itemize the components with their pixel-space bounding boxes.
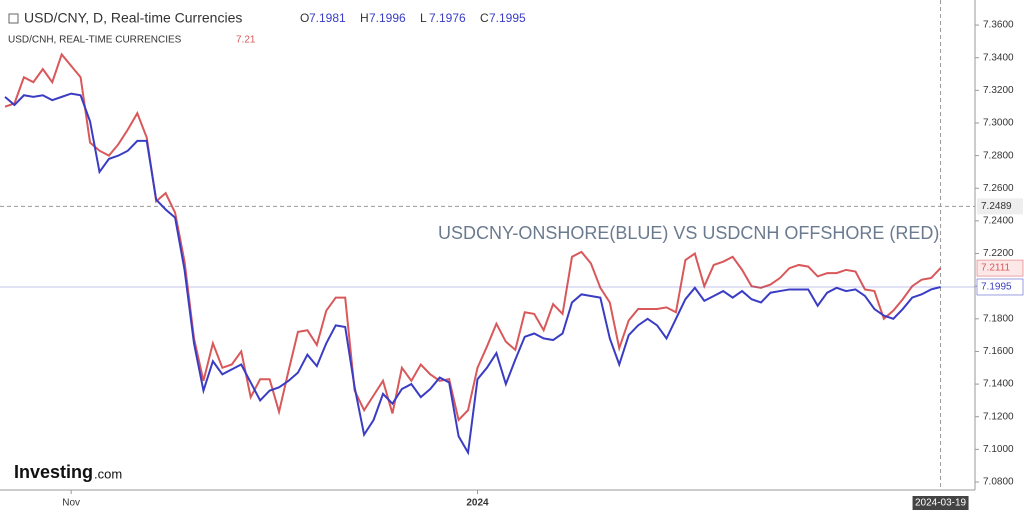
x-tick-label: Nov xyxy=(62,498,80,509)
y-tick-label: 7.2600 xyxy=(983,183,1014,194)
y-tick-label: 7.2200 xyxy=(983,248,1014,259)
ohlc-value: 7.1981 xyxy=(309,11,346,25)
last-price-box xyxy=(976,259,1024,277)
crosshair-y-box xyxy=(977,198,1023,215)
last-price-label: 7.1995 xyxy=(981,282,1012,293)
subtitle-value: 7.21 xyxy=(236,35,256,46)
crosshair-x-label: 2024-03-19 xyxy=(915,498,967,509)
y-tick-label: 7.0800 xyxy=(983,477,1014,488)
last-price-label: 7.2111 xyxy=(981,263,1011,274)
y-tick-label: 7.3200 xyxy=(983,85,1014,96)
crosshair-y-label: 7.2489 xyxy=(981,201,1012,212)
series-line xyxy=(4,52,942,423)
series-line xyxy=(4,92,941,456)
crosshair-x-box xyxy=(912,496,969,510)
y-tick-label: 7.1800 xyxy=(983,313,1014,324)
ohlc-value: 7.1976 xyxy=(429,11,466,25)
y-tick-label: 7.3400 xyxy=(983,52,1014,63)
y-tick-label: 7.2800 xyxy=(983,150,1014,161)
y-tick-label: 7.3600 xyxy=(983,20,1014,31)
logo-suffix: .com xyxy=(94,466,122,481)
ohlc-value: 7.1996 xyxy=(369,11,406,25)
ohlc-label: O xyxy=(300,11,309,25)
chart-title: USD/CNY, D, Real-time Currencies xyxy=(24,10,242,26)
ohlc-label: H xyxy=(360,11,369,25)
last-price-box xyxy=(976,278,1024,296)
ohlc-label: L xyxy=(420,11,427,25)
subtitle: USD/CNH, REAL-TIME CURRENCIES xyxy=(8,35,182,46)
y-tick-label: 7.1400 xyxy=(983,379,1014,390)
ohlc-value: 7.1995 xyxy=(489,11,526,25)
y-tick-label: 7.3000 xyxy=(983,118,1014,129)
ohlc-label: C xyxy=(480,11,489,25)
y-tick-label: 7.1600 xyxy=(983,346,1014,357)
y-tick-label: 7.1000 xyxy=(983,444,1014,455)
y-tick-label: 7.1200 xyxy=(983,411,1014,422)
logo: Investing xyxy=(14,462,93,482)
collapse-icon[interactable] xyxy=(8,13,19,24)
x-tick-label: 2024 xyxy=(466,498,489,509)
annotation: USDCNY-ONSHORE(BLUE) VS USDCNH OFFSHORE … xyxy=(438,223,939,243)
y-tick-label: 7.2400 xyxy=(983,216,1014,227)
